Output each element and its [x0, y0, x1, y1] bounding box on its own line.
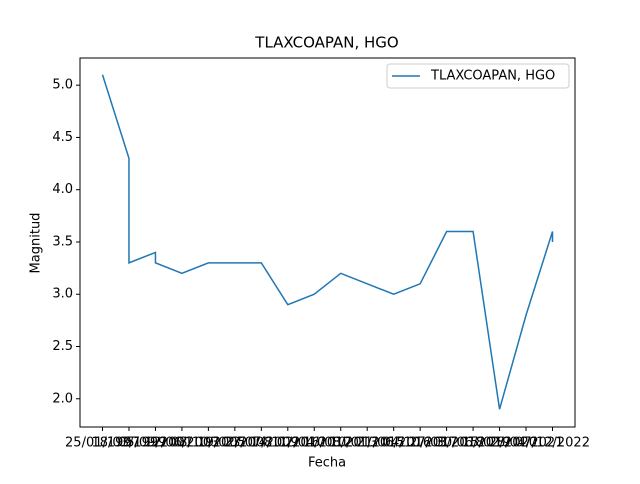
x-tick-label: 04/10/2017: [383, 436, 458, 451]
y-tick-label: 3.0: [52, 287, 73, 302]
x-tick-label: 02/04/2012: [277, 436, 352, 451]
x-tick-label: 30/06/2019: [436, 436, 511, 451]
plot-frame: [79, 57, 576, 428]
x-tick-label: 05/09/2001: [118, 436, 193, 451]
y-tick-label: 2.5: [52, 339, 73, 354]
x-tick-label: 25/01/1997: [65, 436, 140, 451]
y-tick-label: 4.5: [52, 130, 73, 145]
x-tick-label: 19/02/2008: [197, 436, 272, 451]
x-tick-label: 07/12/2022: [515, 436, 590, 451]
x-tick-label: 21/06/2016: [356, 436, 431, 451]
y-tick-label: 2.0: [52, 391, 73, 406]
x-tick-label: 14/11/2010: [250, 436, 325, 451]
y-tick-label: 4.0: [52, 182, 73, 197]
y-tick-label: 3.5: [52, 234, 73, 249]
line-series: [101, 74, 554, 410]
x-tick-label: 10/01/2015: [330, 436, 405, 451]
x-tick-label: 08/10/2005: [171, 436, 246, 451]
y-axis-label: Magnitud: [29, 213, 44, 274]
x-tick-label: 27/03/2018: [409, 436, 484, 451]
y-tick-label: 5.0: [52, 78, 73, 93]
x-tick-label: 12/06/2003: [144, 436, 219, 451]
x-tick-label: 28/04/2021: [489, 436, 564, 451]
x-tick-label: 18/03/1999: [92, 436, 167, 451]
x-tick-label: 16/08/2013: [303, 436, 378, 451]
legend-box: [386, 63, 570, 89]
x-tick-label: 15/02/2020: [462, 436, 537, 451]
x-tick-label: 23/07/2009: [224, 436, 299, 451]
chart-title: TLAXCOAPAN, HGO: [254, 34, 398, 52]
x-axis-label: Fecha: [308, 456, 346, 471]
legend-label: TLAXCOAPAN, HGO: [430, 69, 555, 84]
